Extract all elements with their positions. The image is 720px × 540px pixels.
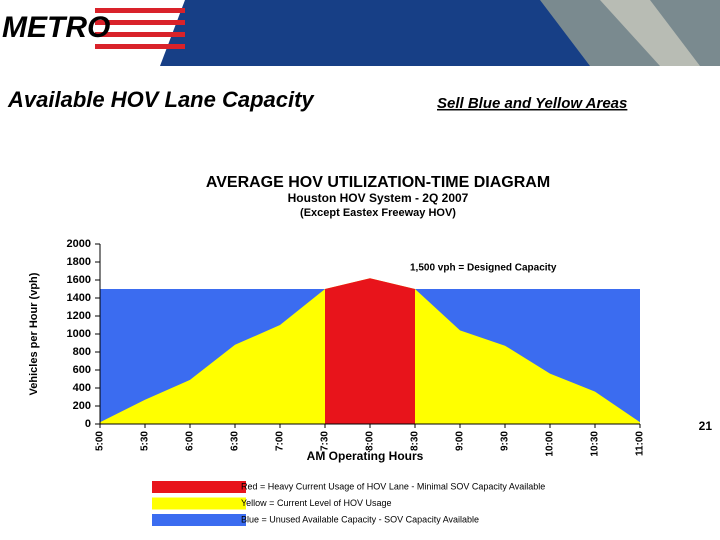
chart-subtitle: Houston HOV System - 2Q 2007	[288, 191, 469, 205]
y-tick-label: 1400	[67, 292, 91, 304]
x-axis-label: AM Operating Hours	[307, 449, 424, 463]
y-tick-label: 200	[73, 400, 91, 412]
legend-label: Blue = Unused Available Capacity - SOV C…	[241, 514, 479, 524]
x-tick-label: 8:00	[365, 431, 376, 451]
legend-swatch	[152, 497, 246, 510]
x-tick-label: 7:30	[320, 431, 331, 451]
y-tick-label: 1000	[67, 328, 91, 340]
x-tick-label: 6:00	[185, 431, 196, 451]
logo-stripe	[95, 32, 185, 37]
y-tick-label: 1800	[67, 256, 91, 268]
chart-note: (Except Eastex Freeway HOV)	[300, 207, 456, 219]
x-tick-label: 9:00	[455, 431, 466, 451]
x-tick-label: 10:30	[590, 431, 601, 457]
x-tick-label: 9:30	[500, 431, 511, 451]
y-axis-label: Vehicles per Hour (vph)	[28, 272, 40, 395]
x-tick-label: 7:00	[275, 431, 286, 451]
banner-road	[600, 0, 700, 66]
logo-stripe	[95, 20, 185, 25]
logo-stripe	[95, 8, 185, 13]
y-tick-label: 0	[85, 418, 91, 430]
legend-swatch	[152, 514, 246, 526]
x-tick-label: 10:00	[545, 431, 556, 457]
area	[325, 278, 415, 424]
annotation: 1,500 vph = Designed Capacity	[410, 263, 557, 274]
legend-label: Red = Heavy Current Usage of HOV Lane - …	[241, 481, 545, 491]
y-tick-label: 2000	[67, 238, 91, 250]
logo-stripe	[95, 44, 185, 49]
y-tick-label: 1200	[67, 310, 91, 322]
x-tick-label: 5:30	[140, 431, 151, 451]
slide-title: Available HOV Lane Capacity	[7, 87, 315, 112]
page-number: 21	[699, 419, 713, 433]
y-tick-label: 800	[73, 346, 91, 358]
x-tick-label: 6:30	[230, 431, 241, 451]
slide-subtitle: Sell Blue and Yellow Areas	[437, 95, 627, 112]
legend-swatch	[152, 481, 246, 493]
legend-label: Yellow = Current Level of HOV Usage	[241, 498, 392, 508]
chart-title: AVERAGE HOV UTILIZATION-TIME DIAGRAM	[206, 174, 550, 191]
y-tick-label: 1600	[67, 274, 91, 286]
x-tick-label: 11:00	[635, 431, 646, 456]
x-tick-label: 5:00	[95, 431, 106, 451]
y-tick-label: 600	[73, 364, 91, 376]
y-tick-label: 400	[73, 382, 91, 394]
logo: METRO	[2, 11, 110, 44]
x-tick-label: 8:30	[410, 431, 421, 451]
